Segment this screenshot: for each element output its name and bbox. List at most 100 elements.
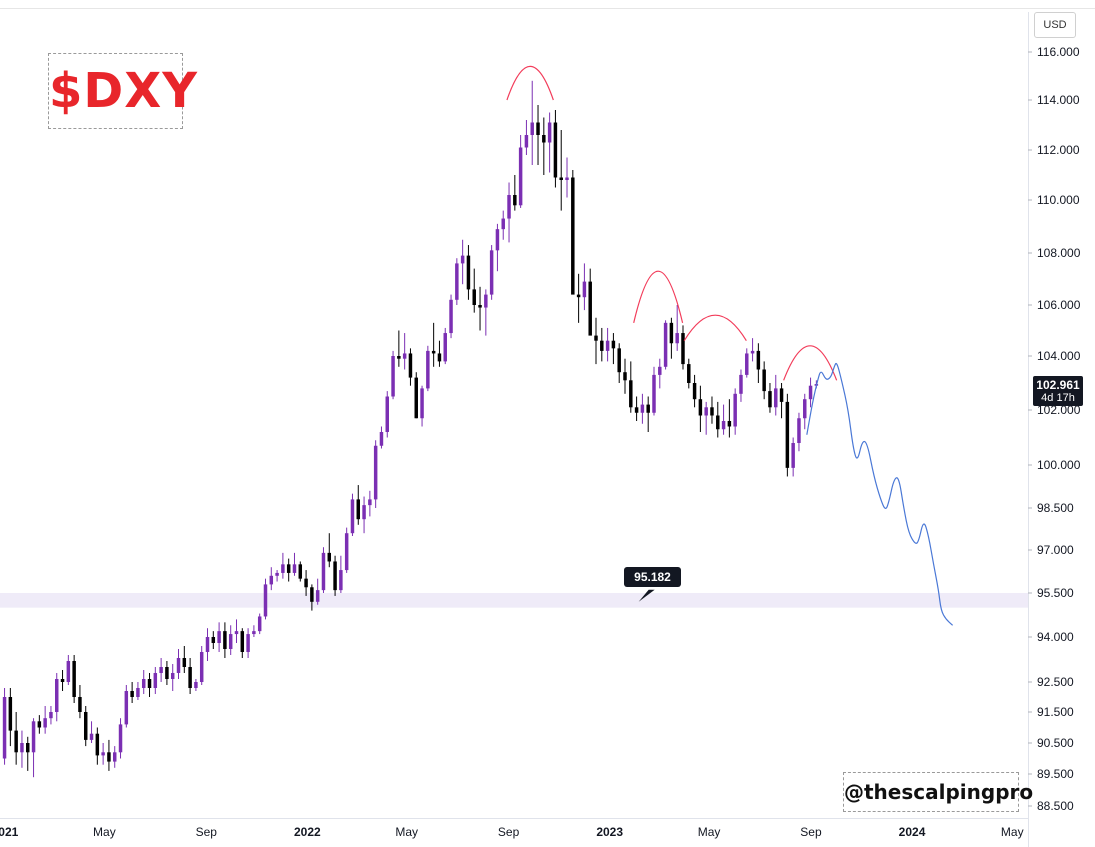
candle-body bbox=[2, 697, 7, 759]
x-tick-label: 2021 bbox=[0, 825, 19, 839]
candle-body bbox=[791, 443, 795, 468]
x-tick-label: 2024 bbox=[899, 825, 926, 839]
candle-body bbox=[426, 350, 430, 389]
y-tick-label: 114.000 bbox=[1037, 93, 1080, 107]
candle-body bbox=[391, 356, 395, 397]
callout-pointer bbox=[638, 589, 655, 602]
candle-body bbox=[356, 499, 361, 520]
y-tick-label: 89.500 bbox=[1037, 767, 1074, 781]
candle-body bbox=[281, 564, 285, 573]
y-tick-label: 94.000 bbox=[1037, 630, 1074, 644]
candle-body bbox=[634, 407, 639, 413]
candle-body bbox=[623, 372, 627, 381]
x-tick-label: May bbox=[698, 825, 721, 839]
y-tick-label: 112.000 bbox=[1037, 143, 1080, 157]
top-divider bbox=[0, 8, 1095, 9]
candle-body bbox=[559, 177, 563, 180]
candle-body bbox=[669, 322, 674, 344]
candle-body bbox=[414, 377, 418, 419]
candle-body bbox=[397, 356, 401, 359]
candle-body bbox=[205, 637, 210, 652]
candle-body bbox=[646, 404, 650, 413]
candle-body bbox=[147, 679, 152, 688]
candle-body bbox=[629, 380, 633, 408]
candle-body bbox=[315, 590, 320, 602]
bar-countdown: 4d 17h bbox=[1041, 392, 1075, 404]
candle-body bbox=[408, 353, 413, 378]
x-tick-label: 2022 bbox=[294, 825, 321, 839]
x-tick-label: May bbox=[395, 825, 418, 839]
head-arc bbox=[506, 66, 554, 101]
y-tick-label: 104.000 bbox=[1037, 349, 1081, 363]
candle-body bbox=[472, 289, 476, 305]
candle-body bbox=[182, 658, 187, 667]
candle-body bbox=[20, 743, 24, 753]
candle-body bbox=[431, 350, 436, 354]
candle-body bbox=[118, 724, 123, 753]
candle-body bbox=[60, 679, 65, 682]
candle-body bbox=[530, 122, 534, 135]
candle-body bbox=[733, 393, 737, 427]
candle-body bbox=[797, 418, 801, 443]
candle-body bbox=[321, 552, 326, 591]
candle-body bbox=[37, 721, 42, 728]
candle-body bbox=[66, 661, 71, 682]
y-tick-label: 102.000 bbox=[1037, 403, 1081, 417]
y-tick-label: 98.500 bbox=[1037, 501, 1074, 515]
candle-body bbox=[83, 712, 88, 740]
candle-body bbox=[223, 631, 227, 649]
watermark: @thescalpingpro bbox=[843, 772, 1033, 812]
candle-body bbox=[547, 122, 552, 143]
candle-body bbox=[582, 281, 587, 298]
candle-body bbox=[762, 369, 766, 392]
candle-body bbox=[576, 294, 581, 298]
y-tick-label: 91.500 bbox=[1037, 705, 1074, 719]
candle-body bbox=[141, 679, 146, 688]
candle-body bbox=[774, 388, 778, 408]
candle-body bbox=[750, 350, 755, 354]
candle-body bbox=[501, 218, 505, 230]
candle-body bbox=[704, 407, 708, 416]
candle-body bbox=[153, 673, 158, 688]
candle-body bbox=[553, 122, 558, 178]
candle-body bbox=[437, 353, 442, 362]
candle-body bbox=[768, 391, 772, 408]
currency-selector[interactable]: USD bbox=[1034, 12, 1076, 38]
y-tick-label: 100.000 bbox=[1037, 458, 1081, 472]
candle-body bbox=[344, 533, 349, 571]
candle-body bbox=[211, 637, 216, 643]
candle-body bbox=[199, 652, 204, 682]
candle-body bbox=[449, 299, 453, 334]
y-tick-label: 108.000 bbox=[1037, 246, 1081, 260]
x-tick-label: May bbox=[93, 825, 116, 839]
candle-body bbox=[663, 322, 668, 367]
x-tick-label: Sep bbox=[498, 825, 520, 839]
candle-body bbox=[571, 177, 575, 295]
candle-body bbox=[333, 561, 337, 591]
candle-body bbox=[373, 445, 378, 500]
candle-body bbox=[188, 667, 192, 688]
candle-body bbox=[170, 673, 175, 679]
candle-body bbox=[124, 691, 129, 725]
candle-body bbox=[78, 697, 82, 712]
y-tick-label: 116.000 bbox=[1037, 45, 1080, 59]
y-tick-label: 106.000 bbox=[1037, 298, 1081, 312]
candle-body bbox=[594, 335, 598, 341]
candle-body bbox=[31, 721, 36, 753]
candle-body bbox=[339, 570, 343, 591]
candle-body bbox=[489, 250, 494, 295]
candle-body bbox=[275, 572, 279, 576]
candle-body bbox=[605, 340, 610, 351]
candle-body bbox=[269, 575, 274, 585]
y-tick-label: 92.500 bbox=[1037, 675, 1074, 689]
candle-body bbox=[652, 374, 656, 413]
head-arc bbox=[633, 270, 684, 323]
y-tick-label: 97.000 bbox=[1037, 543, 1074, 557]
candle-body bbox=[252, 631, 256, 635]
candle-body bbox=[803, 399, 807, 419]
candle-body bbox=[246, 634, 250, 652]
candle-body bbox=[478, 305, 482, 308]
candle-body bbox=[745, 353, 749, 375]
candle-body bbox=[240, 631, 245, 652]
